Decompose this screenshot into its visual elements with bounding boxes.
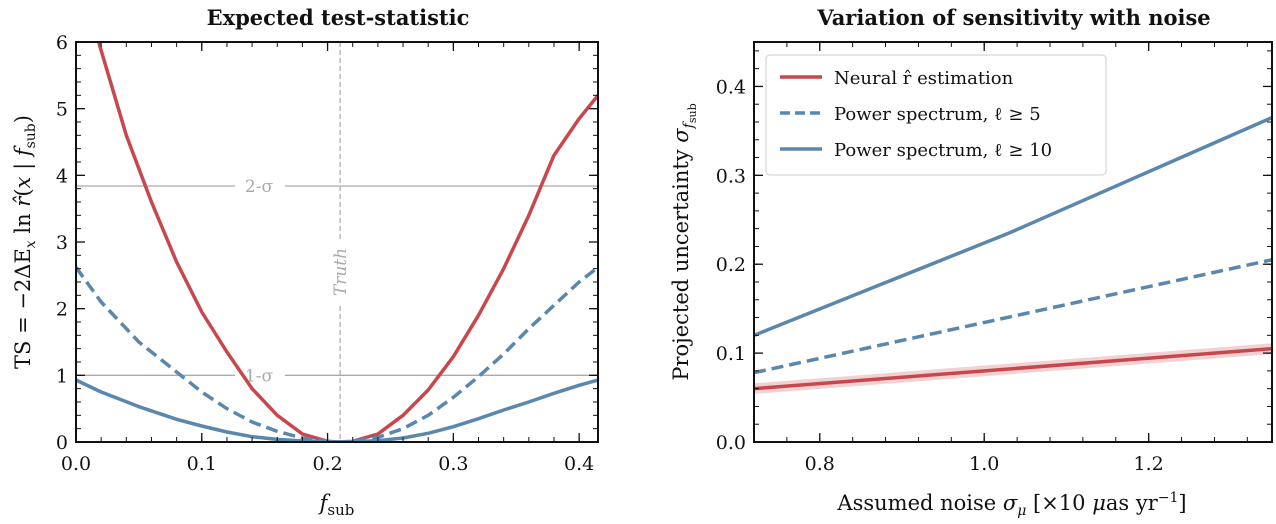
right-series bbox=[754, 115, 1272, 394]
right-ticks: 0.8 1.0 1.2 0.0 0.1 0.2 0.3 0.4 bbox=[716, 42, 1272, 475]
left-plot-frame bbox=[75, 41, 599, 443]
right-chart-title: Variation of sensitivity with noise bbox=[816, 5, 1210, 30]
truth-label: Truth bbox=[331, 248, 351, 296]
x-tick-label: 0.4 bbox=[564, 453, 594, 475]
x-tick-label: 0.1 bbox=[187, 453, 217, 475]
x-tick-label: 1.0 bbox=[969, 453, 999, 475]
x-tick-label: 0.8 bbox=[805, 453, 835, 475]
y-tick-label: 5 bbox=[56, 99, 68, 121]
one-sigma-label: 1-σ bbox=[245, 366, 274, 386]
series-line-2 bbox=[754, 115, 1272, 337]
legend-box bbox=[765, 54, 1107, 176]
left-chart-title: Expected test-statistic bbox=[207, 5, 470, 30]
series-line-2 bbox=[76, 378, 598, 442]
left-ticks: 0.0 0.1 0.2 0.3 0.4 0 1 2 3 4 5 6 bbox=[56, 32, 598, 475]
legend-label: Power spectrum, ℓ ≥ 5 bbox=[834, 104, 1041, 125]
y-tick-label: 0.4 bbox=[716, 76, 746, 98]
y-tick-label: 4 bbox=[56, 165, 68, 187]
y-tick-label: 1 bbox=[56, 365, 68, 387]
right-plot-frame bbox=[753, 41, 1273, 443]
y-tick-label: 0.0 bbox=[716, 432, 746, 454]
y-tick-label: 2 bbox=[56, 299, 68, 321]
right-y-axis-label: Projected uncertainty σfsub bbox=[669, 103, 699, 380]
series-line-1 bbox=[754, 258, 1272, 375]
y-tick-label: 0.3 bbox=[716, 165, 746, 187]
two-sigma-label: 2-σ bbox=[245, 177, 274, 197]
y-tick-label: 6 bbox=[56, 32, 68, 54]
left-y-axis-label: TS = −2ΔEx ln r̂(x | fsub) bbox=[11, 115, 39, 369]
y-tick-label: 3 bbox=[56, 232, 68, 254]
y-tick-label: 0.2 bbox=[716, 254, 746, 276]
legend-label: Neural r̂ estimation bbox=[834, 68, 1014, 89]
left-annotations: 1-σ 2-σ Truth bbox=[76, 42, 598, 442]
right-chart: Variation of sensitivity with noise 0.8 1… bbox=[669, 5, 1273, 519]
x-tick-label: 1.2 bbox=[1134, 453, 1164, 475]
series-line-0 bbox=[96, 42, 598, 442]
left-x-axis-label: fsub bbox=[318, 491, 355, 519]
right-x-axis-label: Assumed noise σμ [×10 μas yr−1] bbox=[836, 490, 1186, 519]
x-tick-label: 0.3 bbox=[438, 453, 468, 475]
y-tick-label: 0 bbox=[56, 432, 68, 454]
series-line-0 bbox=[754, 346, 1272, 391]
legend-label: Power spectrum, ℓ ≥ 10 bbox=[834, 140, 1052, 161]
right-legend: Neural r̂ estimation Power spectrum, ℓ ≥ … bbox=[765, 54, 1107, 176]
x-tick-label: 0.0 bbox=[61, 453, 91, 475]
left-series bbox=[76, 42, 598, 442]
y-tick-label: 0.1 bbox=[716, 343, 746, 365]
x-tick-label: 0.2 bbox=[312, 453, 342, 475]
